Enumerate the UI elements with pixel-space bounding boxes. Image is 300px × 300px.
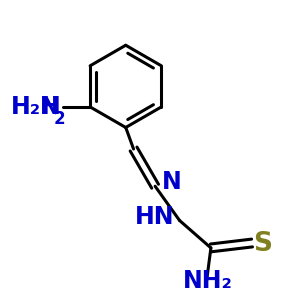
Text: N: N bbox=[162, 170, 182, 194]
Text: 2: 2 bbox=[53, 110, 65, 128]
Text: HN: HN bbox=[135, 205, 175, 229]
Text: H: H bbox=[41, 95, 61, 119]
Text: S: S bbox=[253, 231, 272, 257]
Text: H: H bbox=[40, 95, 60, 119]
Text: H₂N: H₂N bbox=[11, 95, 61, 119]
Text: NH₂: NH₂ bbox=[183, 269, 233, 293]
